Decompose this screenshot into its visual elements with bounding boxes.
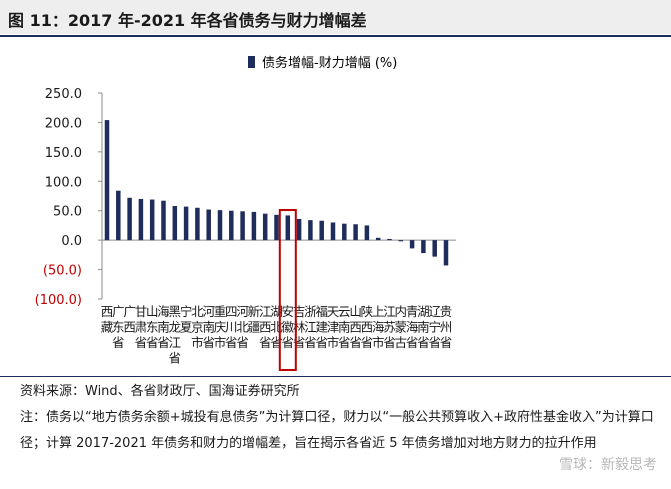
title-rule <box>0 35 671 37</box>
y-tick-label: 50.0 <box>53 205 82 220</box>
bar <box>274 214 279 241</box>
x-tick-label: 江苏省 <box>383 304 396 350</box>
x-tick-label: 陕西省 <box>361 304 374 350</box>
chart-legend: 债务增幅-财力增幅 (%) <box>248 55 397 71</box>
x-tick-label: 北京市 <box>191 304 204 350</box>
x-tick-label: 四川省 <box>225 304 238 350</box>
y-tick-label: 250.0 <box>45 87 82 102</box>
legend-swatch <box>248 56 255 68</box>
bar-chart: 债务增幅-财力增幅 (%) 250.0 200.0 150.0 100.0 50.0 0.… <box>35 55 456 371</box>
x-tick-label: 山西省 <box>349 304 362 350</box>
bar <box>375 237 381 241</box>
x-tick-label: 广西 <box>123 304 136 335</box>
y-tick-label: 100.0 <box>45 175 82 190</box>
y-tick-label: 150.0 <box>45 146 82 161</box>
x-tick-label: 西藏 <box>101 304 114 335</box>
y-axis: 250.0 200.0 150.0 100.0 50.0 0.0 (50.0) (100.0) <box>35 87 456 308</box>
x-tick-label: 河北省 <box>236 304 249 350</box>
title-bar: 图 11：2017 年-2021 年各省债务与财力增幅差 <box>0 0 671 34</box>
bar <box>387 238 392 241</box>
x-tick-label: 贵州省 <box>440 304 453 350</box>
highlight-box <box>278 209 297 371</box>
x-tick-label: 浙江省 <box>304 304 317 350</box>
bar <box>206 209 211 241</box>
bar <box>330 222 336 241</box>
x-tick-label: 甘肃省 <box>135 304 148 350</box>
bar <box>138 198 144 241</box>
bar <box>364 225 370 241</box>
bar <box>161 200 166 241</box>
source-text: 资料来源：Wind、各省财政厅、国海证券研究所 <box>20 384 300 399</box>
y-tick-label: (100.0) <box>35 293 82 308</box>
x-tick-label: 安徽省 <box>282 304 295 350</box>
bar <box>296 218 302 241</box>
bar <box>398 240 404 242</box>
bar <box>432 240 437 257</box>
bar <box>149 199 155 241</box>
x-tick-label: 宁夏 <box>180 304 193 335</box>
bar <box>308 220 313 241</box>
bar <box>217 210 223 241</box>
bar <box>285 215 291 241</box>
watermark: 雪球：新毅思考 <box>559 457 657 473</box>
bar <box>319 220 324 241</box>
x-tick-label: 辽宁省 <box>428 304 441 350</box>
x-tick-label: 海南省 <box>157 304 170 350</box>
x-tick-label: 内蒙古 <box>395 304 408 350</box>
bar <box>443 240 449 266</box>
x-axis-labels: 西藏广东省广西甘肃省山东省海南省黑龙江省宁夏北京市河南省重庆市四川省河北省新疆江… <box>101 304 453 366</box>
bar <box>353 224 358 241</box>
bar <box>421 240 426 254</box>
bar <box>240 211 245 241</box>
bar <box>251 211 257 241</box>
x-tick-label: 新疆 <box>248 304 261 335</box>
bar <box>183 206 189 241</box>
bar <box>409 240 415 249</box>
source-rule <box>0 376 671 377</box>
bar <box>195 207 200 241</box>
x-tick-label: 重庆市 <box>214 304 227 350</box>
x-tick-label: 河南省 <box>202 304 215 350</box>
x-tick-label: 上海市 <box>372 304 385 350</box>
x-tick-label: 湖南省 <box>417 304 430 350</box>
bars <box>104 120 449 266</box>
y-tick-label: 200.0 <box>45 116 82 131</box>
x-tick-label: 黑龙江省 <box>169 304 182 366</box>
bar <box>342 223 347 241</box>
bar <box>172 206 178 241</box>
figure-title: 图 11：2017 年-2021 年各省债务与财力增幅差 <box>8 11 367 30</box>
x-tick-label: 青海省 <box>406 304 419 350</box>
x-tick-label: 天津市 <box>327 304 340 350</box>
bar <box>262 213 268 241</box>
x-tick-label: 江西省 <box>259 304 272 350</box>
y-tick-label: (50.0) <box>43 264 82 279</box>
x-tick-label: 广东省 <box>112 304 125 350</box>
x-tick-label: 山东省 <box>146 304 159 350</box>
bar <box>116 190 121 241</box>
bar <box>229 210 234 241</box>
bar <box>127 197 132 241</box>
legend-label: 债务增幅-财力增幅 (%) <box>262 55 397 71</box>
note-text: 注：债务以“地方债务余额+城投有息债务”为计算口径，财力以“一般公共预算收入+政… <box>20 410 654 451</box>
bar <box>104 120 110 241</box>
x-tick-label: 云南省 <box>338 304 351 350</box>
x-tick-label: 福建省 <box>315 304 328 350</box>
y-tick-label: 0.0 <box>61 234 82 249</box>
